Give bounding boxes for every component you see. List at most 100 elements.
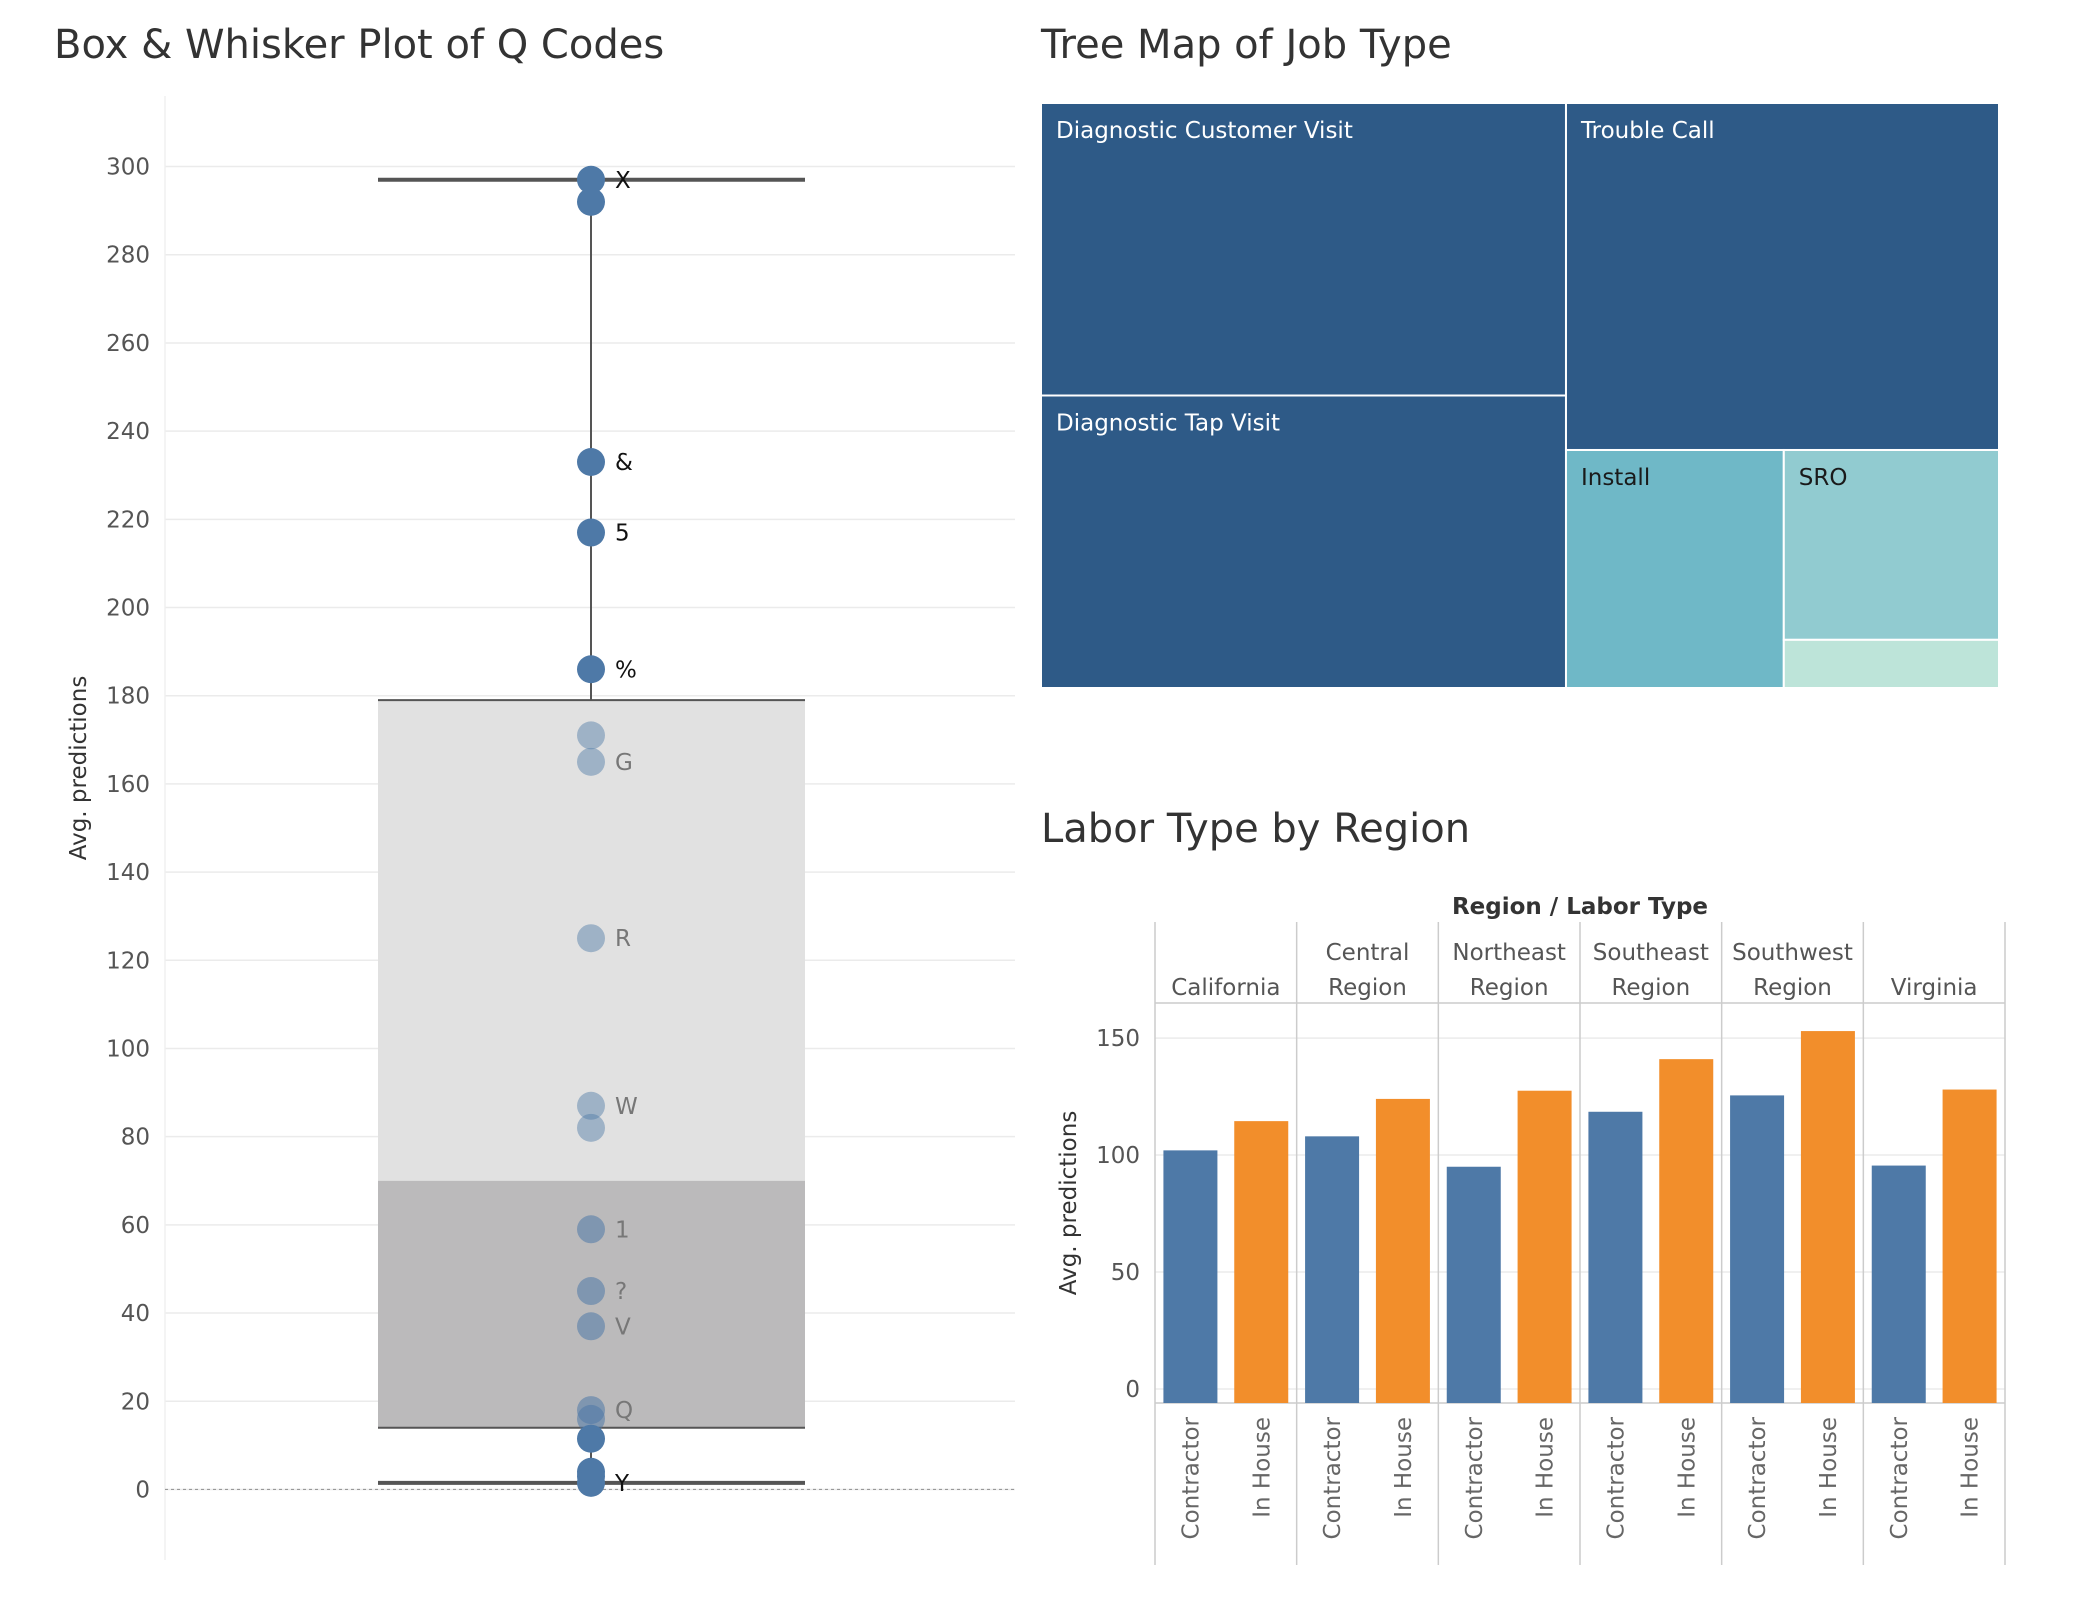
region-label: Region <box>1328 975 1407 1001</box>
point-label: & <box>615 450 633 476</box>
region-label: Northeast <box>1452 940 1566 966</box>
bar <box>1730 1095 1785 1403</box>
data-point <box>577 1277 605 1306</box>
data-point <box>577 1404 605 1433</box>
y-axis-title: Avg. predictions <box>1056 1111 1082 1296</box>
bar <box>1659 1059 1714 1403</box>
data-point <box>577 1091 605 1120</box>
bar <box>1234 1121 1289 1403</box>
point-label: ? <box>615 1279 627 1305</box>
bar-category-label: Contractor <box>1178 1416 1204 1539</box>
data-point <box>577 518 605 547</box>
bar <box>1588 1111 1643 1403</box>
data-point <box>577 1468 605 1497</box>
y-tick-label: 300 <box>106 155 150 181</box>
y-tick-label: 100 <box>1096 1143 1140 1169</box>
y-axis-title: Avg. predictions <box>66 676 92 861</box>
bar <box>1375 1098 1430 1403</box>
data-point <box>577 165 605 194</box>
point-label: R <box>615 926 631 952</box>
bar-category-label: In House <box>1249 1417 1275 1518</box>
y-tick-label: 200 <box>106 596 150 622</box>
region-label: California <box>1171 975 1280 1001</box>
y-tick-label: 50 <box>1111 1260 1140 1286</box>
treemap-cell <box>1040 102 1567 397</box>
y-tick-label: 220 <box>106 507 150 533</box>
region-label: Central <box>1326 940 1410 966</box>
point-label: Q <box>615 1398 633 1424</box>
data-point <box>577 721 605 750</box>
treemap-cell <box>1564 448 1785 689</box>
y-tick-label: 40 <box>121 1301 150 1327</box>
treemap-title: Tree Map of Job Type <box>1041 22 1452 68</box>
bar-category-label: Contractor <box>1603 1416 1629 1539</box>
y-tick-label: 60 <box>121 1213 150 1239</box>
data-point <box>577 655 605 684</box>
data-point <box>577 924 605 953</box>
data-point <box>577 1312 605 1341</box>
data-point <box>577 1113 605 1142</box>
treemap-label: Diagnostic Customer Visit <box>1056 118 1353 144</box>
y-tick-label: 180 <box>106 684 150 710</box>
treemap-cell <box>1782 448 2000 641</box>
bar-category-label: Contractor <box>1745 1416 1771 1539</box>
y-tick-label: 0 <box>135 1477 150 1503</box>
bar-category-label: In House <box>1533 1417 1559 1518</box>
treemap-cell <box>1040 394 1567 689</box>
y-tick-label: 140 <box>106 860 150 886</box>
box-upper <box>378 700 805 1181</box>
treemap-label: Install <box>1581 465 1650 491</box>
point-label: G <box>615 750 633 776</box>
region-label: Region <box>1470 975 1549 1001</box>
y-tick-label: 20 <box>121 1389 150 1415</box>
box-plot-title: Box & Whisker Plot of Q Codes <box>54 22 665 68</box>
bar <box>1446 1166 1501 1403</box>
treemap-cell <box>1564 102 2000 451</box>
region-label: Southeast <box>1593 940 1709 966</box>
y-tick-label: 160 <box>106 772 150 798</box>
y-tick-label: 280 <box>106 243 150 269</box>
point-label: Y <box>614 1471 630 1497</box>
data-point <box>577 1424 605 1453</box>
point-label: 1 <box>615 1217 630 1243</box>
y-tick-label: 120 <box>106 948 150 974</box>
data-point <box>577 448 605 476</box>
y-tick-label: 80 <box>121 1125 150 1151</box>
region-label: Region <box>1611 975 1690 1001</box>
region-label: Region <box>1753 975 1832 1001</box>
bar-category-label: In House <box>1674 1417 1700 1518</box>
y-tick-label: 260 <box>106 331 150 357</box>
bar <box>1163 1150 1218 1403</box>
header-title: Region / Labor Type <box>1452 894 1708 920</box>
bar <box>1871 1165 1926 1403</box>
bar-category-label: In House <box>1958 1417 1984 1518</box>
treemap-cell <box>1782 638 2000 689</box>
y-tick-label: 240 <box>106 419 150 445</box>
data-point <box>577 187 605 216</box>
point-label: V <box>615 1314 631 1340</box>
region-label: Southwest <box>1732 940 1853 966</box>
bar-category-label: In House <box>1816 1417 1842 1518</box>
bar-category-label: Contractor <box>1320 1416 1346 1539</box>
point-label: % <box>615 657 637 683</box>
bar <box>1517 1090 1572 1403</box>
bar <box>1800 1031 1855 1403</box>
region-label: Virginia <box>1891 975 1978 1001</box>
bar-category-label: Contractor <box>1462 1416 1488 1539</box>
point-label: 5 <box>615 521 630 547</box>
bar-chart-title: Labor Type by Region <box>1041 806 1471 852</box>
point-label: W <box>615 1094 638 1120</box>
treemap-label: Diagnostic Tap Visit <box>1056 411 1280 437</box>
bar-category-label: Contractor <box>1887 1416 1913 1539</box>
y-tick-label: 100 <box>106 1036 150 1062</box>
bar-category-label: In House <box>1391 1417 1417 1518</box>
bar <box>1942 1089 1997 1403</box>
data-point <box>577 1215 605 1244</box>
treemap-label: SRO <box>1799 465 1848 491</box>
point-label: X <box>615 168 631 194</box>
y-tick-label: 0 <box>1125 1377 1140 1403</box>
bar <box>1305 1136 1360 1403</box>
